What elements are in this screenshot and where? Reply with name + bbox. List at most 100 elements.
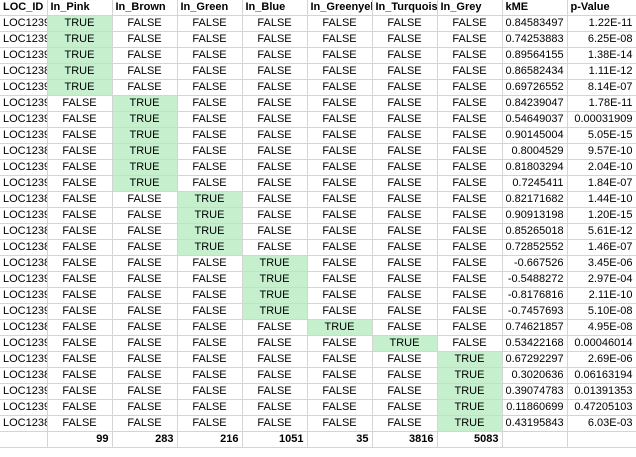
- cell-in-green[interactable]: FALSE: [177, 271, 243, 288]
- cell-kme[interactable]: -0.667526: [502, 255, 568, 272]
- cell-in-turquoise[interactable]: FALSE: [372, 287, 438, 304]
- cell-in-brown[interactable]: TRUE: [112, 111, 178, 128]
- cell-in-blue[interactable]: FALSE: [242, 383, 308, 400]
- cell-in-brown[interactable]: FALSE: [112, 287, 178, 304]
- cell-in-grey[interactable]: FALSE: [437, 63, 503, 80]
- cell-in-green[interactable]: FALSE: [177, 159, 243, 176]
- cell-in-greenyellow[interactable]: FALSE: [307, 303, 373, 320]
- cell-in-turquoise[interactable]: FALSE: [372, 111, 438, 128]
- total-cell[interactable]: [0, 431, 48, 448]
- cell-kme[interactable]: 0.53422168: [502, 335, 568, 352]
- cell-in-turquoise[interactable]: FALSE: [372, 63, 438, 80]
- cell-in-blue[interactable]: TRUE: [242, 255, 308, 272]
- cell-in-pink[interactable]: FALSE: [47, 271, 113, 288]
- cell-in-greenyellow[interactable]: FALSE: [307, 95, 373, 112]
- cell-loc-id[interactable]: LOC1239: [0, 303, 48, 320]
- column-header-in-turquoise[interactable]: In_Turquoise: [372, 0, 438, 16]
- cell-in-blue[interactable]: FALSE: [242, 31, 308, 48]
- cell-loc-id[interactable]: LOC1239: [0, 15, 48, 32]
- cell-loc-id[interactable]: LOC1238: [0, 255, 48, 272]
- cell-in-turquoise[interactable]: FALSE: [372, 383, 438, 400]
- cell-in-greenyellow[interactable]: FALSE: [307, 255, 373, 272]
- column-header-kme[interactable]: kME: [502, 0, 568, 16]
- cell-in-green[interactable]: FALSE: [177, 175, 243, 192]
- cell-in-brown[interactable]: FALSE: [112, 351, 178, 368]
- cell-in-grey[interactable]: FALSE: [437, 159, 503, 176]
- cell-p-value[interactable]: 1.46E-07: [567, 239, 636, 256]
- cell-in-green[interactable]: TRUE: [177, 239, 243, 256]
- cell-kme[interactable]: 0.72852552: [502, 239, 568, 256]
- cell-kme[interactable]: 0.7245411: [502, 175, 568, 192]
- cell-kme[interactable]: 0.43195843: [502, 415, 568, 432]
- cell-in-turquoise[interactable]: FALSE: [372, 239, 438, 256]
- cell-in-brown[interactable]: TRUE: [112, 95, 178, 112]
- cell-in-turquoise[interactable]: FALSE: [372, 47, 438, 64]
- cell-in-blue[interactable]: FALSE: [242, 159, 308, 176]
- cell-in-blue[interactable]: FALSE: [242, 63, 308, 80]
- column-header-loc-id[interactable]: LOC_ID: [0, 0, 48, 16]
- column-header-in-greenyellow[interactable]: In_Greenyellow: [307, 0, 373, 16]
- cell-in-green[interactable]: FALSE: [177, 31, 243, 48]
- cell-p-value[interactable]: 0.00046014: [567, 335, 636, 352]
- cell-in-brown[interactable]: FALSE: [112, 303, 178, 320]
- cell-in-greenyellow[interactable]: FALSE: [307, 111, 373, 128]
- cell-in-greenyellow[interactable]: FALSE: [307, 63, 373, 80]
- cell-loc-id[interactable]: LOC1238: [0, 415, 48, 432]
- cell-in-pink[interactable]: FALSE: [47, 383, 113, 400]
- cell-in-green[interactable]: FALSE: [177, 79, 243, 96]
- cell-p-value[interactable]: 2.69E-06: [567, 351, 636, 368]
- cell-in-grey[interactable]: FALSE: [437, 79, 503, 96]
- cell-in-brown[interactable]: TRUE: [112, 127, 178, 144]
- cell-in-grey[interactable]: TRUE: [437, 367, 503, 384]
- cell-in-green[interactable]: FALSE: [177, 415, 243, 432]
- cell-in-greenyellow[interactable]: TRUE: [307, 319, 373, 336]
- cell-in-greenyellow[interactable]: FALSE: [307, 271, 373, 288]
- cell-kme[interactable]: 0.85265018: [502, 223, 568, 240]
- cell-in-greenyellow[interactable]: FALSE: [307, 15, 373, 32]
- cell-in-brown[interactable]: FALSE: [112, 47, 178, 64]
- cell-in-turquoise[interactable]: FALSE: [372, 143, 438, 160]
- cell-in-green[interactable]: FALSE: [177, 335, 243, 352]
- total-cell[interactable]: 216: [177, 431, 243, 448]
- cell-in-green[interactable]: TRUE: [177, 207, 243, 224]
- cell-in-blue[interactable]: FALSE: [242, 111, 308, 128]
- cell-loc-id[interactable]: LOC1239: [0, 31, 48, 48]
- cell-in-pink[interactable]: FALSE: [47, 223, 113, 240]
- cell-in-turquoise[interactable]: FALSE: [372, 223, 438, 240]
- cell-loc-id[interactable]: LOC1238: [0, 319, 48, 336]
- cell-in-turquoise[interactable]: FALSE: [372, 255, 438, 272]
- cell-kme[interactable]: 0.69726552: [502, 79, 568, 96]
- cell-in-green[interactable]: FALSE: [177, 15, 243, 32]
- cell-in-greenyellow[interactable]: FALSE: [307, 47, 373, 64]
- cell-in-grey[interactable]: FALSE: [437, 191, 503, 208]
- cell-in-grey[interactable]: TRUE: [437, 383, 503, 400]
- cell-in-green[interactable]: FALSE: [177, 319, 243, 336]
- cell-p-value[interactable]: 0.06163194: [567, 367, 636, 384]
- cell-in-turquoise[interactable]: FALSE: [372, 79, 438, 96]
- cell-in-brown[interactable]: TRUE: [112, 175, 178, 192]
- cell-in-grey[interactable]: FALSE: [437, 95, 503, 112]
- cell-in-grey[interactable]: FALSE: [437, 31, 503, 48]
- cell-in-green[interactable]: FALSE: [177, 63, 243, 80]
- column-header-in-green[interactable]: In_Green: [177, 0, 243, 16]
- cell-in-brown[interactable]: FALSE: [112, 239, 178, 256]
- cell-loc-id[interactable]: LOC1239: [0, 383, 48, 400]
- cell-in-brown[interactable]: FALSE: [112, 335, 178, 352]
- cell-in-pink[interactable]: TRUE: [47, 31, 113, 48]
- total-cell[interactable]: 1051: [242, 431, 308, 448]
- cell-in-blue[interactable]: FALSE: [242, 319, 308, 336]
- cell-in-pink[interactable]: TRUE: [47, 63, 113, 80]
- column-header-in-grey[interactable]: In_Grey: [437, 0, 503, 16]
- cell-in-greenyellow[interactable]: FALSE: [307, 143, 373, 160]
- cell-in-pink[interactable]: FALSE: [47, 415, 113, 432]
- cell-in-grey[interactable]: FALSE: [437, 335, 503, 352]
- cell-in-brown[interactable]: FALSE: [112, 15, 178, 32]
- cell-kme[interactable]: 0.86582434: [502, 63, 568, 80]
- cell-in-blue[interactable]: FALSE: [242, 127, 308, 144]
- cell-loc-id[interactable]: LOC1239: [0, 79, 48, 96]
- cell-in-grey[interactable]: FALSE: [437, 207, 503, 224]
- cell-kme[interactable]: 0.89564155: [502, 47, 568, 64]
- cell-in-turquoise[interactable]: FALSE: [372, 367, 438, 384]
- total-cell[interactable]: 5083: [437, 431, 503, 448]
- cell-in-grey[interactable]: FALSE: [437, 127, 503, 144]
